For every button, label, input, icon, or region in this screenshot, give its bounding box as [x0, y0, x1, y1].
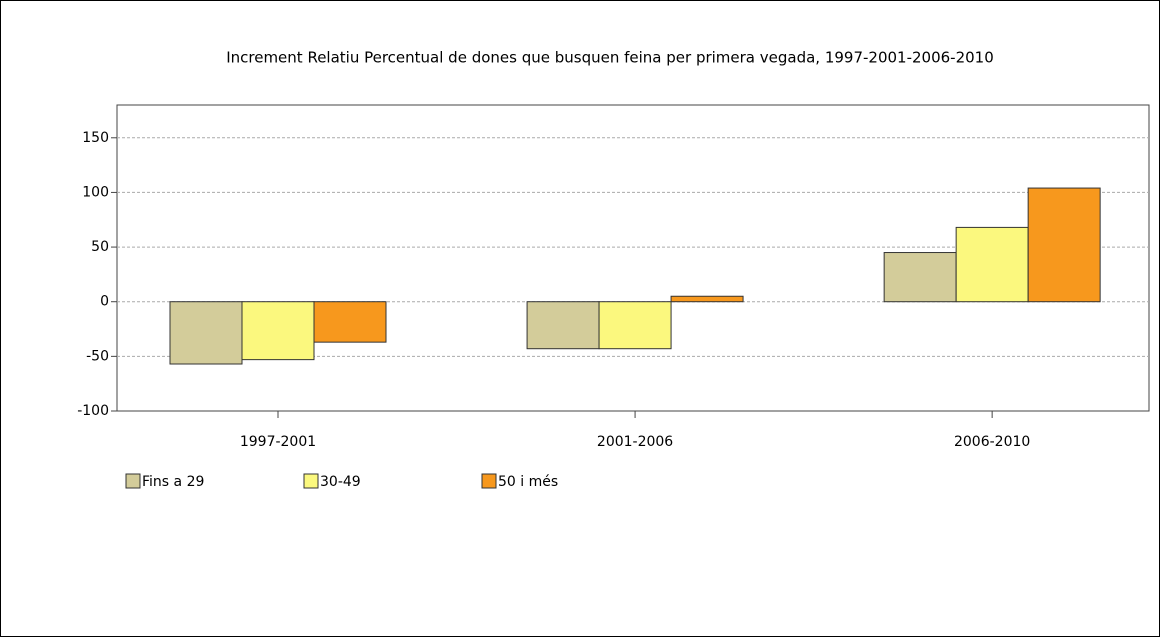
- y-tick-label: 0: [100, 294, 109, 310]
- x-tick-label: 1997-2001: [240, 434, 316, 450]
- plot-area: [116, 104, 1150, 412]
- bar: [955, 226, 1029, 303]
- y-tick-label: 150: [82, 130, 109, 146]
- bar: [1027, 187, 1101, 303]
- bar: [670, 295, 744, 303]
- legend-label: Fins a 29: [142, 474, 204, 490]
- bar: [526, 301, 600, 350]
- legend-label: 50 i més: [498, 474, 558, 490]
- legend-swatch: [125, 473, 141, 489]
- legend-label: 30-49: [320, 474, 361, 490]
- x-tick-label: 2006-2010: [954, 434, 1030, 450]
- legend-swatch: [303, 473, 319, 489]
- y-tick-label: -50: [86, 348, 109, 364]
- bar: [169, 301, 243, 365]
- bar: [883, 252, 957, 303]
- bar: [598, 301, 672, 350]
- y-tick-label: -100: [77, 403, 109, 419]
- bar: [241, 301, 315, 361]
- x-tick-label: 2001-2006: [597, 434, 673, 450]
- bar: [313, 301, 387, 343]
- y-tick-label: 50: [91, 239, 109, 255]
- legend-swatch: [481, 473, 497, 489]
- y-tick-label: 100: [82, 184, 109, 200]
- chart-title: Increment Relatiu Percentual de dones qu…: [226, 49, 994, 67]
